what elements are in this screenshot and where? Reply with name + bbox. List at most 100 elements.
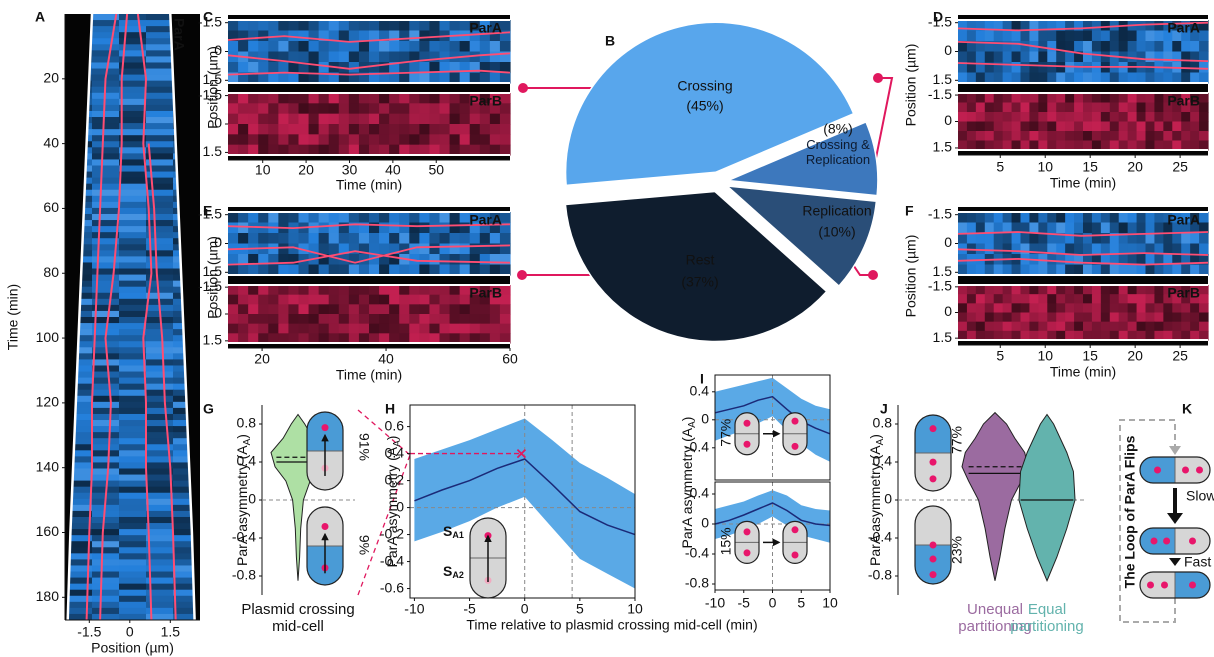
texture-cell	[258, 103, 269, 114]
plasmid	[1189, 582, 1196, 589]
texture-cell	[92, 396, 120, 403]
texture-cell	[339, 265, 350, 276]
texture-cell	[119, 184, 147, 191]
texture-cell	[119, 250, 147, 257]
texture-cell	[440, 93, 451, 104]
texture-cell	[119, 93, 147, 100]
texture-cell	[299, 285, 310, 295]
texture-cell	[119, 178, 147, 185]
texture-cell	[299, 103, 310, 114]
texture-cell	[1047, 294, 1057, 304]
texture-cell	[1092, 41, 1102, 52]
texture-cell	[146, 190, 174, 197]
texture-cell	[309, 124, 320, 135]
texture-cell	[119, 547, 147, 554]
texture-cell	[1199, 62, 1209, 73]
texture-cell	[450, 285, 461, 295]
texture-cell	[1065, 303, 1075, 313]
x-tick-label: 60	[502, 351, 518, 367]
texture-cell	[92, 547, 120, 554]
texture-cell	[1190, 265, 1200, 276]
texture-cell	[958, 103, 968, 113]
texture-cell	[1110, 223, 1120, 234]
texture-cell	[1137, 103, 1147, 113]
y-tick-label: 20	[43, 70, 59, 86]
y-tick-label: 1.5	[933, 71, 953, 87]
texture-cell	[1181, 131, 1191, 141]
texture-cell	[1146, 41, 1156, 52]
texture-cell	[1137, 313, 1147, 323]
x-tick-label: 30	[342, 162, 358, 178]
texture-cell	[146, 535, 174, 542]
texture-cell	[1074, 212, 1084, 223]
texture-cell	[1065, 62, 1075, 73]
texture-cell	[1065, 122, 1075, 132]
texture-cell	[1163, 233, 1173, 244]
texture-cell	[480, 233, 491, 244]
texture-cell	[146, 178, 174, 185]
texture-cell	[359, 295, 370, 305]
texture-cell	[399, 52, 410, 63]
y-tick-label: 40	[43, 134, 59, 150]
texture-cell	[349, 31, 360, 42]
label-part: ParA asymmetry (A	[867, 445, 883, 566]
texture-cell	[379, 41, 390, 52]
texture-cell	[369, 314, 380, 324]
texture-cell	[92, 117, 120, 124]
texture-cell	[92, 196, 120, 203]
texture-cell	[1092, 73, 1102, 84]
texture-cell	[288, 233, 299, 244]
texture-cell	[1074, 103, 1084, 113]
texture-cell	[958, 52, 968, 63]
texture-cell	[409, 73, 420, 84]
plasmid	[930, 571, 937, 578]
texture-cell	[92, 214, 120, 221]
x-tick-label: 10	[255, 162, 271, 178]
texture-cell	[1003, 313, 1013, 323]
texture-cell	[967, 31, 977, 42]
texture-cell	[409, 212, 420, 223]
texture-cell	[1092, 294, 1102, 304]
texture-cell	[329, 265, 340, 276]
texture-cell	[119, 87, 147, 94]
x-tick-label: 15	[1082, 159, 1098, 175]
texture-cell	[1146, 52, 1156, 63]
texture-cell	[1074, 41, 1084, 52]
texture-cell	[146, 38, 174, 45]
texture-cell	[1154, 294, 1164, 304]
texture-cell	[440, 124, 451, 135]
y-axis-title: Position (µm)	[903, 44, 919, 127]
x-tick-label: -5	[463, 601, 476, 617]
texture-cell	[1021, 112, 1031, 122]
texture-cell	[1029, 294, 1039, 304]
texture-cell	[976, 122, 986, 132]
texture-cell	[319, 62, 330, 73]
x-tick-label: 15	[1082, 348, 1098, 364]
texture-cell	[92, 462, 120, 469]
slice-value-label: (8%)	[823, 121, 853, 137]
texture-cell	[309, 324, 320, 334]
texture-cell	[429, 134, 440, 145]
texture-cell	[349, 93, 360, 104]
texture-cell	[985, 285, 995, 295]
texture-cell	[1154, 103, 1164, 113]
texture-cell	[288, 295, 299, 305]
subscript: A2	[452, 570, 464, 580]
x-tick-label: 20	[254, 351, 270, 367]
texture-cell	[1047, 122, 1057, 132]
texture-cell	[409, 265, 420, 276]
texture-cell	[92, 529, 120, 536]
y-tick-label: 0	[701, 411, 709, 427]
texture-cell	[1190, 112, 1200, 122]
texture-cell	[339, 124, 350, 135]
texture-cell	[228, 212, 239, 223]
texture-cell	[1172, 233, 1182, 244]
texture-cell	[119, 414, 147, 421]
texture-cell	[429, 324, 440, 334]
texture-cell	[389, 233, 400, 244]
texture-cell	[248, 304, 259, 314]
texture-cell	[399, 20, 410, 31]
texture-cell	[119, 384, 147, 391]
texture-cell	[409, 145, 420, 156]
texture-cell	[146, 69, 174, 76]
